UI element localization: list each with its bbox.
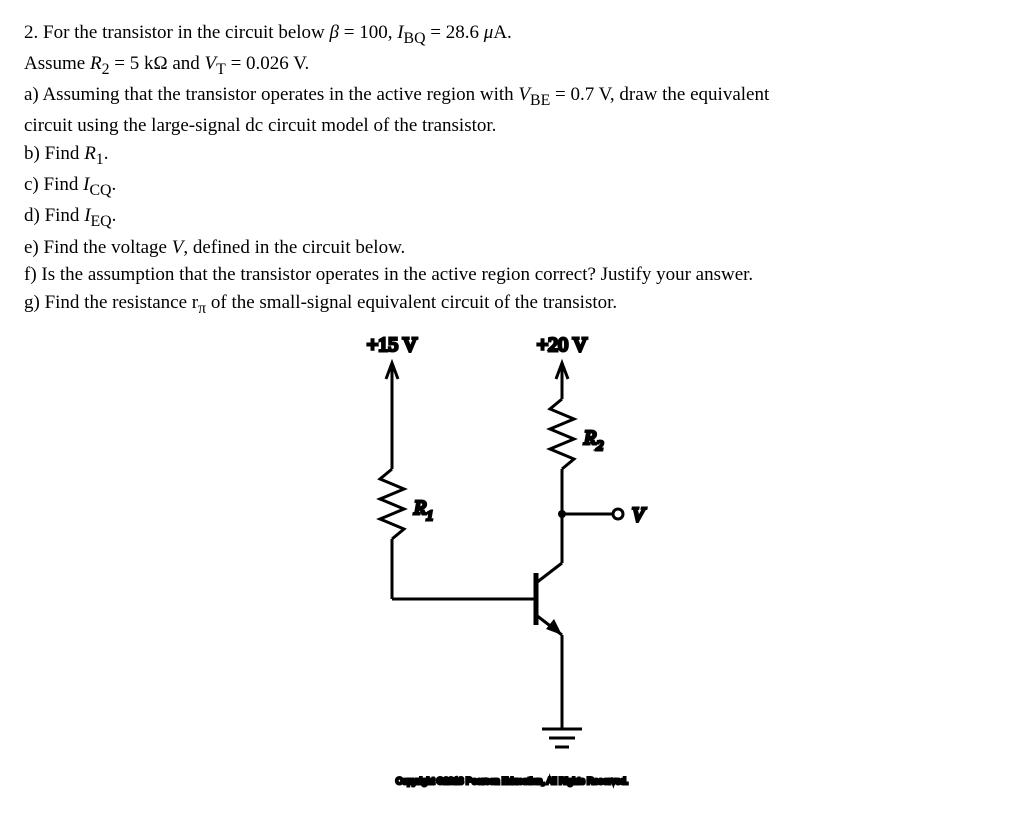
part-b: b) Find R1. [24,141,1000,170]
vbe-sub: BE [530,92,550,109]
t: 2. For the transistor in the circuit bel… [24,22,330,43]
r2-label: R2 [583,427,603,454]
icq-sub: CQ [89,182,111,199]
t: = 5 kΩ and [110,53,205,74]
rpi-sub: π [198,300,206,317]
t: circuit using the large-signal dc circui… [24,115,496,136]
part-f: f) Is the assumption that the transistor… [24,262,1000,288]
r2: R [90,53,102,74]
t: . [111,174,116,195]
bjt-collector [536,563,562,583]
t: . [112,205,117,226]
copyright-text: Copyright ©2018 Pearson Education, All R… [396,776,628,786]
circuit-diagram: +15 V +20 V R1 R2 V [24,329,1000,819]
vt: V [205,53,217,74]
supply-right-label: +20 V [537,334,588,356]
resistor-r2 [550,399,574,469]
t: = 28.6 [426,22,484,43]
v-label: V [632,504,647,526]
vt-sub: T [216,61,226,78]
t: A. [493,22,511,43]
problem-statement: 2. For the transistor in the circuit bel… [24,20,1000,319]
line-2: Assume R2 = 5 kΩ and VT = 0.026 V. [24,51,1000,80]
part-c: c) Find ICQ. [24,172,1000,201]
ibq-sub: BQ [404,30,426,47]
circuit-svg: +15 V +20 V R1 R2 V [302,329,722,819]
supply-left-label: +15 V [367,334,418,356]
t: a) Assuming that the transistor operates… [24,84,518,105]
r1: R [84,143,96,164]
terminal-open [613,509,623,519]
resistor-r1 [380,469,404,539]
t: f) Is the assumption that the transistor… [24,264,753,285]
part-a-1: a) Assuming that the transistor operates… [24,82,1000,111]
t: . [104,143,109,164]
t: = 0.026 V. [226,53,309,74]
t: , defined in the circuit below. [183,237,405,258]
t: e) Find the voltage [24,237,172,258]
part-e: e) Find the voltage V, defined in the ci… [24,235,1000,261]
t: of the small-signal equivalent circuit o… [206,292,617,313]
t: g) Find the resistance r [24,292,198,313]
r1-label: R1 [413,497,433,524]
t: = 0.7 V, draw the equivalent [550,84,769,105]
part-a-2: circuit using the large-signal dc circui… [24,113,1000,139]
ieq-sub: EQ [91,213,112,230]
r1-sub: 1 [96,151,104,168]
t: Assume [24,53,90,74]
line-1: 2. For the transistor in the circuit bel… [24,20,1000,49]
t: c) Find [24,174,83,195]
t: b) Find [24,143,84,164]
r2-sub: 2 [102,61,110,78]
v: V [172,237,184,258]
part-g: g) Find the resistance rπ of the small-s… [24,290,1000,319]
t: = 100, [339,22,397,43]
vbe: V [518,84,530,105]
t: d) Find [24,205,84,226]
beta: β [330,22,339,43]
part-d: d) Find IEQ. [24,203,1000,232]
mu: μ [484,22,494,43]
bjt-emitter-arrow [546,619,562,635]
